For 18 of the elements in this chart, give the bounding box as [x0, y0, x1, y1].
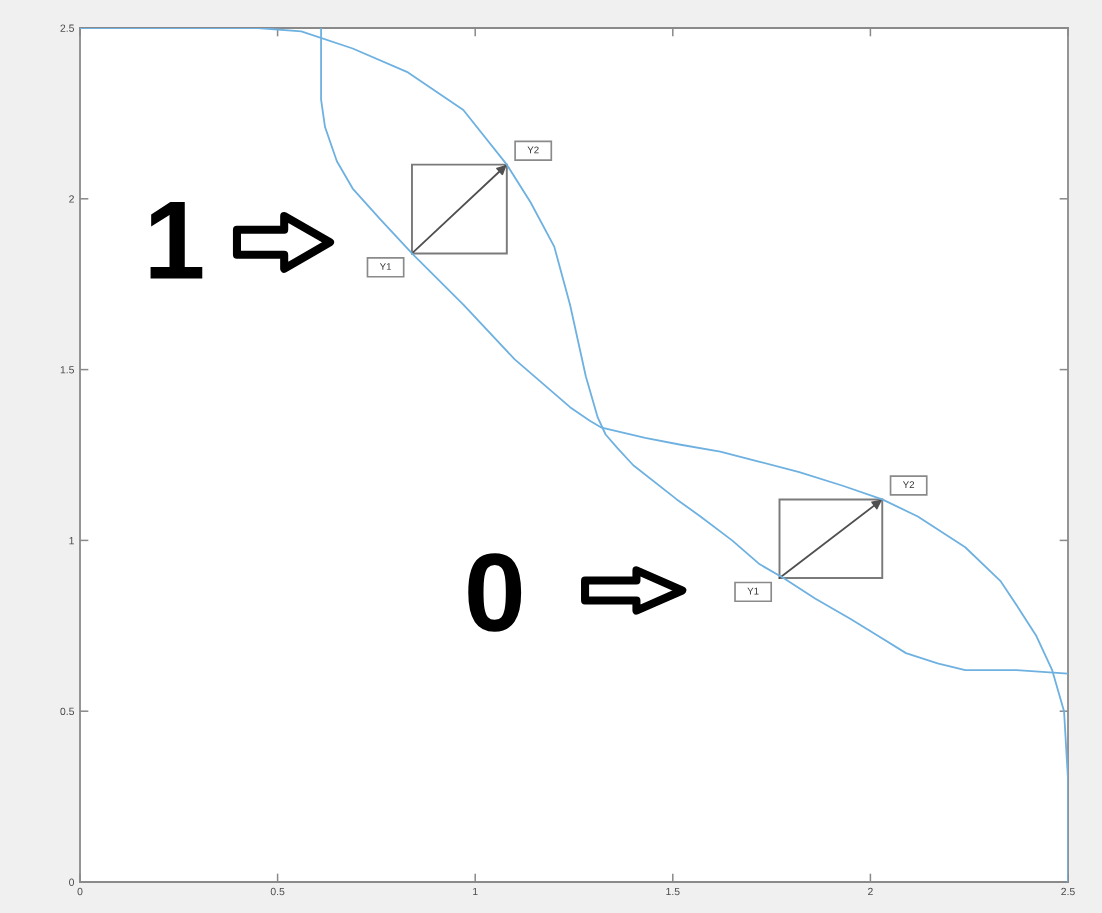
y-tick-label: 1 [69, 537, 74, 545]
x-tick-label: 1.5 [666, 887, 680, 896]
annotation: Y2 [527, 146, 539, 154]
annotation: 0 [468, 553, 522, 632]
annotation: Y2 [902, 481, 915, 489]
annotation: Y1 [379, 263, 392, 270]
x-tick-label: 1 [473, 887, 478, 896]
annotation: 1 [150, 202, 203, 279]
y-tick-label: 2 [69, 195, 74, 203]
y-tick-label: 2.5 [60, 24, 75, 32]
y-tick-label: 0.5 [60, 707, 75, 716]
annotation: Y1 [747, 587, 759, 595]
y-tick-label: 1.5 [60, 366, 75, 374]
x-tick-label: 0.5 [270, 887, 285, 896]
x-tick-label: 2 [868, 887, 873, 896]
x-tick-label: 0 [77, 887, 83, 896]
y-tick-label: 0 [69, 878, 75, 886]
x-tick-label: 2.5 [1061, 887, 1075, 896]
